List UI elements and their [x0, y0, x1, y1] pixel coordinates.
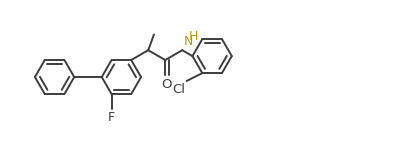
Text: N: N: [183, 35, 193, 48]
Text: F: F: [108, 111, 115, 124]
Text: H: H: [189, 30, 198, 43]
Text: O: O: [162, 78, 172, 91]
Text: Cl: Cl: [173, 83, 186, 96]
